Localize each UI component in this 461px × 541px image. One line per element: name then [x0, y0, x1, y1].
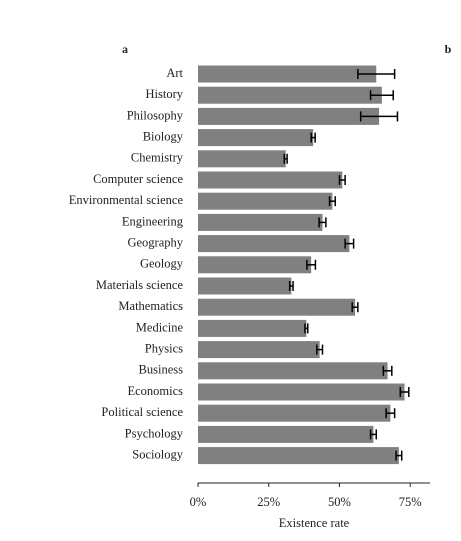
- x-tick-label: 0%: [190, 495, 207, 509]
- y-tick-label: Geography: [127, 235, 183, 249]
- error-bar: [288, 281, 294, 291]
- bar: [198, 107, 380, 125]
- error-bar: [338, 175, 346, 185]
- bar: [198, 213, 323, 231]
- bar: [198, 362, 388, 380]
- y-tick-label: Materials science: [96, 278, 184, 292]
- error-bar: [316, 344, 324, 355]
- bar: [198, 150, 286, 168]
- error-bar: [328, 196, 336, 207]
- error-bar: [395, 450, 403, 461]
- y-tick-label: Economics: [127, 384, 183, 398]
- bar: [198, 86, 382, 104]
- y-tick-label: History: [146, 87, 184, 101]
- bar: [198, 129, 314, 147]
- y-tick-label: Chemistry: [131, 151, 184, 165]
- panel-label: a: [122, 42, 128, 56]
- bar: [198, 65, 377, 83]
- error-bar: [351, 302, 359, 313]
- y-tick-label: Political science: [101, 405, 183, 419]
- bar: [198, 171, 343, 189]
- error-bar: [369, 429, 377, 440]
- bar: [198, 447, 399, 465]
- x-axis-label: Existence rate: [279, 516, 350, 530]
- bar: [198, 383, 405, 401]
- bar: [198, 319, 307, 337]
- panel-label: b: [445, 42, 452, 56]
- bar: [198, 404, 391, 422]
- y-tick-label: Psychology: [125, 426, 184, 440]
- x-tick-label: 75%: [399, 495, 422, 509]
- error-bar: [310, 132, 316, 143]
- error-bar: [344, 238, 355, 249]
- y-tick-label: Environmental science: [69, 193, 184, 207]
- y-tick-label: Art: [166, 66, 183, 80]
- bar: [198, 341, 320, 359]
- y-tick-label: Sociology: [132, 447, 183, 461]
- bar: [198, 256, 312, 274]
- y-tick-label: Geology: [140, 257, 184, 271]
- x-tick-label: 50%: [328, 495, 351, 509]
- bar: [198, 298, 356, 316]
- error-bar: [357, 69, 396, 79]
- error-bar: [359, 111, 399, 122]
- error-bar: [304, 323, 309, 334]
- y-tick-label: Medicine: [136, 320, 184, 334]
- error-bar: [385, 408, 396, 419]
- x-tick-label: 25%: [257, 495, 280, 509]
- bar: [198, 235, 350, 253]
- error-bar: [382, 365, 393, 376]
- y-tick-label: Biology: [143, 129, 184, 143]
- bar: [198, 192, 333, 210]
- error-bar: [318, 217, 327, 228]
- bar: [198, 277, 292, 295]
- error-bar: [399, 387, 410, 397]
- y-tick-label: Philosophy: [127, 108, 184, 122]
- bar: [198, 425, 374, 443]
- error-bar: [283, 153, 288, 164]
- y-tick-label: Business: [139, 363, 184, 377]
- y-tick-label: Engineering: [122, 214, 184, 228]
- error-bar: [369, 90, 394, 101]
- y-tick-label: Computer science: [93, 172, 183, 186]
- y-tick-label: Mathematics: [118, 299, 183, 313]
- y-tick-label: Physics: [145, 341, 183, 355]
- error-bar: [306, 259, 317, 270]
